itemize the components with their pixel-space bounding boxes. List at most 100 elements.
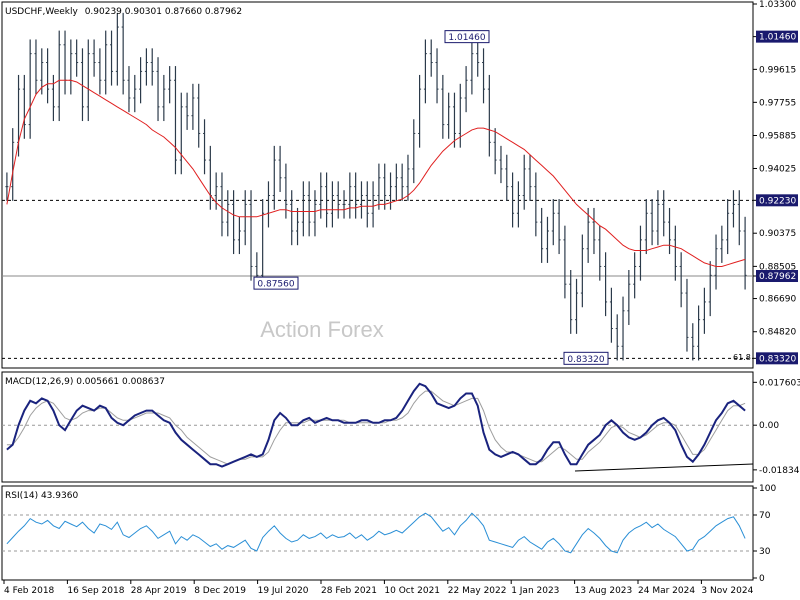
price-tick: 0.92230	[753, 194, 798, 207]
price-bar	[551, 199, 555, 246]
time-tick: 13 Aug 2023	[574, 580, 632, 596]
price-bar	[237, 216, 241, 255]
price-bar	[371, 181, 375, 228]
macd-line	[6, 382, 746, 468]
svg-text:3 Nov 2024: 3 Nov 2024	[701, 586, 753, 596]
price-bar	[737, 190, 741, 246]
price-bar	[104, 30, 108, 95]
price-tick: 0.95885	[753, 131, 796, 141]
price-bar	[342, 190, 346, 219]
svg-text:0.90375: 0.90375	[759, 229, 796, 239]
price-tick: 0.94025	[753, 164, 796, 174]
price-bar	[80, 48, 84, 122]
price-bar	[266, 181, 270, 228]
price-bar	[133, 74, 137, 113]
price-bar	[307, 181, 311, 237]
svg-text:0.94025: 0.94025	[759, 164, 796, 174]
svg-text:1.01460: 1.01460	[448, 33, 485, 43]
macd-trendline	[574, 463, 754, 472]
price-bar	[98, 48, 102, 95]
price-bar	[144, 48, 148, 86]
price-bar	[86, 39, 90, 122]
price-bar	[11, 128, 15, 201]
price-bar	[150, 48, 154, 86]
price-bar	[441, 74, 445, 139]
price-bar	[34, 39, 38, 95]
price-bar	[354, 172, 358, 219]
svg-text:0.95885: 0.95885	[759, 131, 796, 141]
price-bar	[673, 225, 677, 281]
rsi-tick: 70	[753, 511, 771, 521]
svg-text:30: 30	[759, 547, 771, 557]
price-bar	[429, 39, 433, 77]
price-bar	[540, 207, 544, 263]
price-bar	[278, 145, 282, 192]
svg-text:19 Jul 2020: 19 Jul 2020	[258, 586, 309, 596]
price-bar	[110, 30, 114, 86]
price-bar	[743, 216, 747, 290]
price-tick: 1.01460	[753, 30, 798, 43]
svg-text:0.87560: 0.87560	[257, 280, 294, 290]
price-bar	[330, 181, 334, 228]
price-bar	[272, 145, 276, 210]
price-bar	[423, 39, 427, 104]
price-bar	[226, 190, 230, 237]
svg-text:0.017603: 0.017603	[759, 378, 800, 388]
time-tick: 10 Oct 2021	[383, 580, 440, 596]
svg-text:0.84820: 0.84820	[759, 328, 796, 338]
time-axis: 4 Feb 2018 16 Sep 2018 28 Apr 2019 8 Dec 20…	[3, 580, 754, 596]
price-bar	[51, 74, 55, 122]
price-bar	[604, 252, 608, 317]
price-bar	[22, 74, 26, 139]
svg-text:1.03300: 1.03300	[759, 0, 796, 10]
price-bar	[592, 207, 596, 255]
price-bar	[412, 119, 416, 184]
macd-title: MACD(12,26,9) 0.005661 0.008637	[5, 377, 165, 387]
svg-text:100: 100	[759, 484, 776, 494]
price-bar	[173, 66, 177, 175]
price-bar	[650, 199, 654, 246]
price-axis: 1.03300 1.01460 0.99615 0.97755 0.95885 0.940…	[753, 0, 798, 365]
macd-tick: 0.00	[753, 421, 779, 431]
price-annotation: 1.01460	[444, 30, 490, 43]
price-bar	[470, 39, 474, 95]
price-tick: 0.99615	[753, 65, 796, 75]
price-bar	[348, 172, 352, 219]
time-tick: 19 Jul 2020	[257, 580, 309, 596]
svg-text:1 Jan 2023: 1 Jan 2023	[511, 586, 559, 596]
price-bar	[644, 199, 648, 255]
price-bar	[534, 172, 538, 237]
svg-text:0.97755: 0.97755	[759, 98, 796, 108]
price-bar	[656, 190, 660, 246]
price-tick: 0.83320	[753, 352, 798, 365]
rsi-title: RSI(14) 43.9360	[5, 491, 78, 501]
price-bar	[627, 270, 631, 325]
price-tick: 0.88505	[753, 262, 796, 272]
price-bar	[203, 119, 207, 175]
price-bar	[121, 12, 125, 95]
price-tick: 0.84820	[753, 328, 796, 338]
price-bar	[708, 261, 712, 317]
price-panel-frame	[1, 1, 754, 369]
price-bar	[69, 39, 73, 95]
price-bar	[476, 39, 480, 77]
rsi-tick: 30	[753, 547, 771, 557]
price-bar	[46, 48, 50, 104]
svg-text:28 Feb 2021: 28 Feb 2021	[321, 586, 377, 596]
svg-text:8 Dec 2019: 8 Dec 2019	[194, 586, 246, 596]
price-bar	[325, 172, 329, 228]
price-bar	[505, 154, 509, 201]
price-bar	[191, 83, 195, 130]
time-tick: 28 Apr 2019	[130, 580, 187, 596]
price-bar	[406, 154, 410, 201]
time-tick: 8 Dec 2019	[193, 580, 246, 596]
macd-signal-line	[6, 390, 746, 465]
price-bar	[702, 287, 706, 334]
symbol-ohlc: 0.90239 0.90301 0.87660 0.87962	[85, 7, 242, 17]
price-annotations: 1.01460 0.87560 0.83320	[253, 30, 609, 365]
price-bar	[197, 83, 201, 148]
svg-text:24 Mar 2024: 24 Mar 2024	[638, 586, 695, 596]
svg-text:70: 70	[759, 511, 771, 521]
time-tick: 24 Mar 2024	[637, 580, 695, 596]
price-bar	[261, 199, 265, 290]
